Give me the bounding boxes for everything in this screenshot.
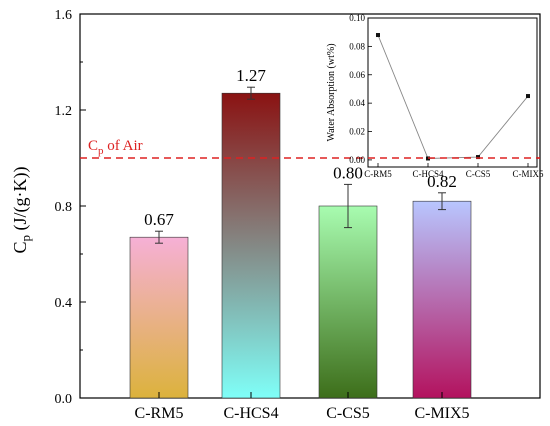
inset-data-point: [526, 94, 530, 99]
inset-y-tick-label: 0.08: [349, 41, 365, 51]
inset-y-tick-label: 0.10: [349, 13, 365, 23]
y-tick-label: 1.2: [55, 104, 73, 119]
inset-x-tick-label: C-MIX5: [513, 169, 544, 179]
bar-c-hcs4: [221, 92, 281, 399]
y-tick-label: 1.6: [55, 8, 73, 23]
bar-c-mix5: [412, 200, 472, 399]
inset-x-tick-label: C-RM5: [364, 169, 392, 179]
inset-line-chart: 0.00 0.02 0.04 0.06 0.08 0.10 Water Absorption…: [326, 13, 544, 179]
x-tick-label: C-MIX5: [414, 405, 469, 422]
inset-y-tick-label: 0.06: [349, 70, 365, 80]
data-label: 0.80: [333, 163, 363, 182]
inset-y-axis-title: Water Absorption (wt%): [326, 43, 337, 141]
x-tick-label: C-CS5: [326, 405, 370, 422]
inset-frame: [367, 17, 538, 168]
reference-line-label: Cp of Air: [88, 138, 143, 157]
inset-data-point: [376, 33, 380, 38]
data-label: 1.27: [236, 66, 266, 85]
data-label: 0.67: [144, 210, 174, 229]
x-tick-label: C-RM5: [135, 405, 184, 422]
bar-c-cs5: [318, 205, 378, 399]
x-tick-label: C-HCS4: [223, 405, 278, 422]
bar-c-rm5: [129, 236, 189, 399]
y-tick-label: 0.8: [55, 200, 73, 215]
inset-y-tick-label: 0.00: [349, 155, 365, 165]
inset-x-tick-label: C-HCS4: [412, 169, 444, 179]
main-bar-chart: 0.0 0.4 0.8 1.2 1.6 Cp (J/(g·K)) 0.67 C-RM5 1.27…: [10, 8, 541, 422]
y-tick-label: 0.0: [55, 392, 73, 407]
inset-x-tick-label: C-CS5: [466, 169, 491, 179]
y-axis-title: Cp (J/(g·K)): [10, 167, 33, 254]
inset-y-tick-label: 0.02: [349, 127, 365, 137]
data-label: 0.82: [427, 172, 457, 191]
inset-data-point: [476, 155, 480, 160]
y-tick-label: 0.4: [55, 296, 73, 311]
inset-y-tick-label: 0.04: [349, 98, 365, 108]
